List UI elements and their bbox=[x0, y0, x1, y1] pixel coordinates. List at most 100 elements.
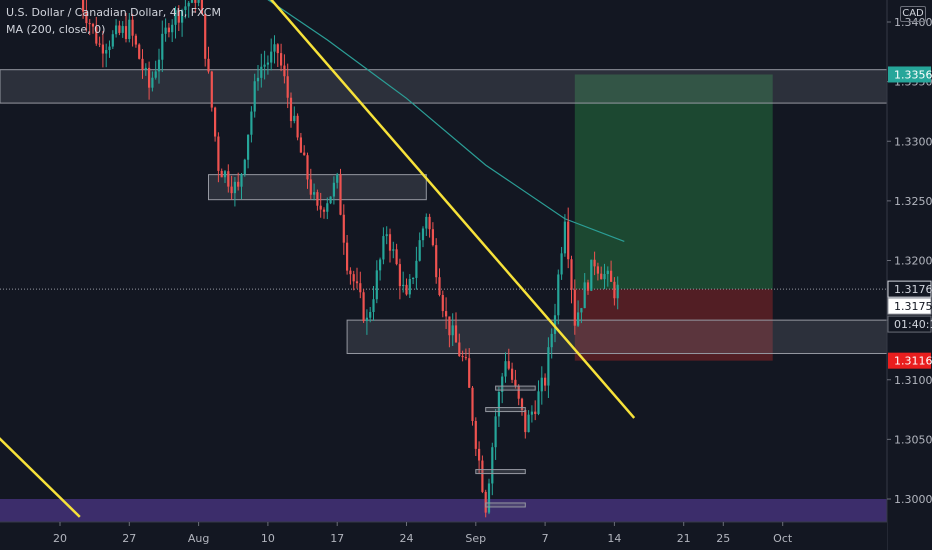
minor-zone[interactable] bbox=[485, 407, 526, 413]
target-price-label: 1.33560 bbox=[894, 68, 932, 81]
upper-trendline[interactable] bbox=[268, 0, 636, 419]
candle-body bbox=[468, 358, 471, 388]
candle-body bbox=[283, 65, 286, 77]
candle-body bbox=[544, 377, 547, 386]
minor-zone[interactable] bbox=[495, 385, 536, 391]
time-tick-label: 10 bbox=[261, 532, 275, 545]
price-tick-label: 1.32500 bbox=[894, 195, 932, 208]
candle-body bbox=[263, 64, 266, 67]
countdown-label: 01:40:14 bbox=[894, 318, 932, 331]
candle-body bbox=[270, 51, 273, 63]
candle-body bbox=[227, 171, 230, 187]
currency-badge: CAD bbox=[900, 6, 926, 22]
candle-body bbox=[115, 25, 118, 35]
candle-body bbox=[217, 136, 220, 171]
candle-body bbox=[352, 274, 355, 282]
candle-body bbox=[273, 44, 276, 52]
resistance-zone[interactable] bbox=[0, 69, 888, 104]
support-zone[interactable] bbox=[346, 319, 888, 355]
time-tick-label: 20 bbox=[53, 532, 67, 545]
candle-body bbox=[177, 10, 180, 23]
candle-body bbox=[474, 420, 477, 449]
candle-body bbox=[487, 483, 491, 513]
candle-body bbox=[151, 77, 154, 88]
minor-zone[interactable] bbox=[485, 502, 526, 508]
candle-body bbox=[128, 19, 131, 39]
candle-body bbox=[154, 71, 157, 78]
candle-body bbox=[303, 152, 306, 156]
candle-body bbox=[524, 410, 527, 433]
candle-body bbox=[280, 53, 283, 66]
price-tick-label: 1.30000 bbox=[894, 493, 932, 506]
candle-body bbox=[286, 76, 289, 98]
drawings-layer[interactable] bbox=[0, 0, 636, 518]
candle-body bbox=[464, 357, 467, 359]
lower-trendline[interactable] bbox=[0, 430, 81, 518]
candle-body bbox=[454, 325, 458, 343]
candle-body bbox=[412, 277, 415, 279]
candle-body bbox=[606, 270, 609, 275]
stop-price-label-bg bbox=[888, 352, 931, 369]
candle-body bbox=[438, 277, 441, 296]
candle-body bbox=[478, 448, 481, 461]
candle-body bbox=[256, 77, 260, 82]
candle-body bbox=[451, 325, 454, 336]
candle-body bbox=[174, 10, 177, 25]
candle-body bbox=[319, 205, 322, 210]
candle-body bbox=[557, 274, 560, 316]
price-axis[interactable]: 1.340001.335001.330001.325001.320001.315… bbox=[886, 0, 932, 550]
candle-body bbox=[131, 19, 134, 36]
candle-body bbox=[296, 115, 299, 138]
target-price-label-bg bbox=[888, 66, 931, 83]
candle-body bbox=[540, 377, 543, 392]
candle-body bbox=[445, 311, 448, 317]
candle-body bbox=[428, 216, 431, 230]
candle-body bbox=[98, 43, 101, 45]
candle-body bbox=[382, 236, 385, 260]
candle-body bbox=[190, 0, 194, 3]
candle-body bbox=[570, 259, 573, 290]
candle-body bbox=[553, 315, 557, 334]
candle-body bbox=[247, 134, 250, 160]
candle-body bbox=[514, 379, 517, 386]
price-tick-label: 1.33000 bbox=[894, 135, 932, 148]
minor-zone[interactable] bbox=[475, 469, 526, 475]
candle-body bbox=[197, 0, 200, 3]
candle-body bbox=[507, 361, 510, 369]
candle-body bbox=[124, 26, 128, 39]
candle-body bbox=[441, 295, 444, 312]
candle-body bbox=[448, 316, 451, 336]
symbol-title[interactable]: U.S. Dollar / Canadian Dollar, 4h, FXCM bbox=[6, 6, 221, 19]
candle-body bbox=[484, 491, 487, 513]
moving-average-layer bbox=[267, 0, 625, 242]
candle-body bbox=[85, 11, 88, 24]
candle-body bbox=[339, 174, 342, 215]
candle-body bbox=[313, 192, 316, 195]
candle-body bbox=[600, 273, 603, 280]
candle-body bbox=[527, 414, 530, 433]
candle-body bbox=[593, 259, 596, 267]
indicator-title[interactable]: MA (200, close, 0) bbox=[6, 23, 106, 36]
time-axis-bg bbox=[0, 522, 887, 550]
candle-body bbox=[306, 155, 309, 180]
candle-body bbox=[105, 50, 108, 54]
candle-body bbox=[560, 253, 563, 275]
stop-loss-zone[interactable] bbox=[574, 289, 773, 361]
candle-body bbox=[372, 299, 375, 313]
current-price-label: 1.31752 bbox=[894, 300, 932, 313]
candle-body bbox=[322, 209, 326, 212]
candle-body bbox=[187, 2, 190, 7]
profit-target-zone[interactable] bbox=[574, 74, 773, 290]
stop-price-label: 1.31160 bbox=[894, 355, 932, 368]
entry-price-label-bg bbox=[887, 280, 932, 298]
candle-body bbox=[359, 283, 362, 293]
candle-body bbox=[233, 181, 236, 194]
candle-body bbox=[471, 387, 474, 421]
candle-body bbox=[230, 186, 233, 194]
candles-layer bbox=[79, 0, 619, 518]
candle-body bbox=[204, 13, 207, 59]
price-axis-bg bbox=[887, 0, 932, 550]
candle-body bbox=[395, 249, 398, 265]
time-axis[interactable]: 20 27 Aug 10 17 24 Sep 7 14 21 25 Oct bbox=[0, 521, 887, 550]
